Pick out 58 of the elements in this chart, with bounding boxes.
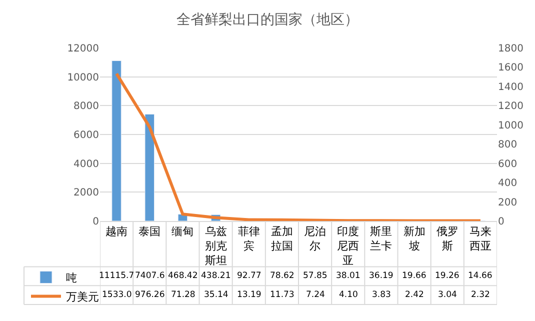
y2-tick-label: 800 (498, 140, 518, 151)
x-tick-label: 菲律宾 (238, 225, 260, 252)
data-label: 19.66 (402, 271, 426, 281)
x-tick-label: 印度尼西亚 (337, 225, 360, 267)
y-tick-label: 2000 (74, 188, 99, 199)
y2-tick-label: 0 (498, 216, 504, 228)
y-tick-label: 10000 (67, 72, 99, 84)
y-tick-label: 0 (92, 216, 99, 228)
data-label: 976.26 (135, 290, 165, 300)
data-label: 78.62 (270, 271, 294, 281)
data-label: 7407.6 (135, 271, 165, 281)
y-tick-label: 12000 (67, 44, 99, 54)
x-tick-label: 越南 (106, 225, 128, 238)
x-tick-label: 马来西亚 (469, 225, 492, 252)
bar (112, 60, 122, 221)
y2-tick-label: 1800 (498, 44, 524, 54)
data-label: 36.19 (369, 271, 394, 281)
y2-tick-label: 200 (498, 197, 518, 208)
y2-tick-label: 1600 (498, 62, 524, 74)
data-label: 2.32 (471, 290, 490, 300)
y-tick-label: 6000 (74, 130, 99, 141)
data-label: 14.66 (468, 271, 492, 281)
data-label: 35.14 (204, 290, 228, 300)
data-label: 11115.7 (99, 271, 134, 281)
y2-tick-label: 1200 (498, 101, 524, 112)
data-label: 468.42 (168, 271, 198, 281)
data-label: 57.85 (303, 271, 328, 281)
bar (144, 114, 155, 221)
x-tick-label: 缅甸 (172, 225, 194, 238)
legend-label: 吨 (66, 272, 77, 285)
data-label: 3.83 (372, 290, 391, 300)
x-tick-label: 泰国 (138, 225, 161, 238)
data-label: 2.42 (405, 290, 424, 300)
legend-label: 万美元 (66, 290, 99, 304)
x-tick-label: 尼泊尔 (304, 225, 326, 252)
data-label: 438.21 (201, 271, 231, 281)
data-label: 13.19 (237, 290, 262, 300)
x-tick-label: 孟加拉国 (270, 225, 293, 252)
x-tick-label: 俄罗斯 (436, 225, 458, 252)
data-label: 71.28 (171, 290, 196, 300)
x-tick-label: 斯里兰卡 (370, 225, 392, 252)
chart-title: 全省鲜梨出口的国家（地区） (176, 12, 358, 28)
y-tick-label: 4000 (74, 158, 99, 170)
y-tick-label: 8000 (74, 101, 99, 112)
data-label: 19.26 (435, 271, 460, 281)
data-label: 3.04 (438, 290, 457, 300)
data-label: 7.24 (306, 290, 325, 300)
y2-tick-label: 1400 (498, 82, 524, 93)
data-label: 11.73 (270, 290, 294, 300)
data-label: 92.77 (237, 271, 262, 281)
y2-tick-label: 400 (498, 178, 518, 190)
y2-tick-label: 600 (498, 158, 518, 170)
x-tick-label: 乌兹别克斯坦 (204, 225, 227, 267)
data-label: 1533.0 (102, 290, 132, 300)
data-label: 38.01 (336, 271, 360, 281)
data-label: 4.10 (339, 290, 358, 300)
x-tick-label: 新加坡 (403, 225, 426, 252)
y2-tick-label: 1000 (498, 120, 524, 132)
